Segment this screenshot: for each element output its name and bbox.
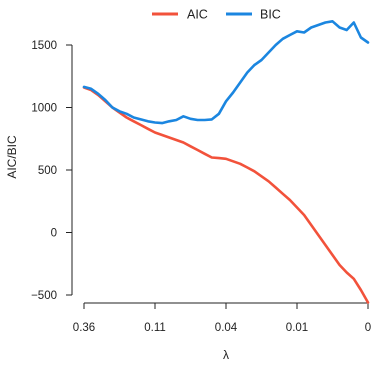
y-tick-label: 500 bbox=[38, 165, 57, 177]
y-tick-label: 1500 bbox=[31, 40, 57, 52]
x-tick-label: 0.01 bbox=[286, 322, 308, 334]
y-axis-label: AIC/BIC bbox=[5, 135, 19, 179]
y-tick-label: 0 bbox=[51, 228, 57, 240]
y-axis: −500 0 500 1000 1500 bbox=[31, 40, 73, 302]
legend: AIC BIC bbox=[152, 8, 281, 22]
x-tick-label: 0.04 bbox=[215, 322, 238, 334]
plot-series bbox=[82, 19, 370, 304]
x-tick-label: 0.11 bbox=[144, 322, 166, 334]
x-tick-label: 0 bbox=[365, 322, 371, 334]
x-axis-label: λ bbox=[223, 348, 229, 362]
y-tick-label: 1000 bbox=[31, 103, 57, 115]
y-tick-label: −500 bbox=[31, 290, 57, 302]
x-axis: 0.36 0.11 0.04 0.01 0 bbox=[73, 302, 371, 334]
series-line-bic bbox=[82, 19, 370, 125]
legend-label-bic: BIC bbox=[260, 8, 281, 22]
x-tick-label: 0.36 bbox=[73, 322, 95, 334]
series-line-aic bbox=[82, 86, 370, 304]
legend-label-aic: AIC bbox=[187, 8, 208, 22]
